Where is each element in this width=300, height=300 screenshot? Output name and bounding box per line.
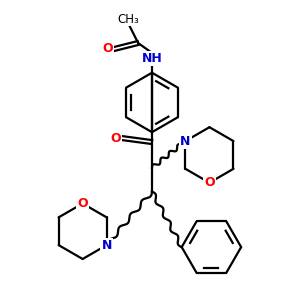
Text: CH₃: CH₃ xyxy=(117,13,139,26)
Text: O: O xyxy=(204,176,215,189)
Text: N: N xyxy=(180,135,190,148)
Text: O: O xyxy=(102,42,113,56)
Text: N: N xyxy=(101,238,112,252)
Text: O: O xyxy=(77,197,88,210)
Text: O: O xyxy=(110,132,121,145)
Text: NH: NH xyxy=(142,52,162,65)
